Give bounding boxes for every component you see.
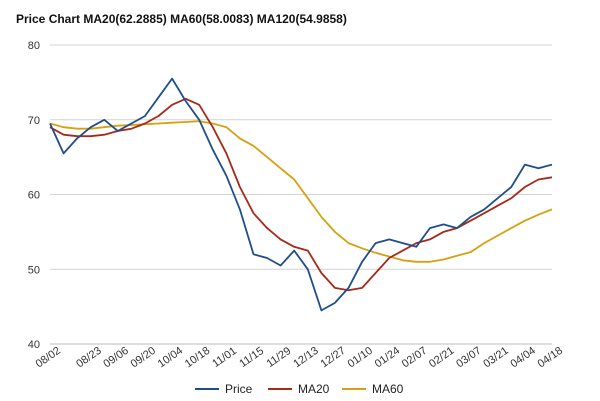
legend-item-ma20: MA20 — [268, 382, 330, 396]
series-lines — [49, 77, 553, 312]
x-tick-label: 11/01 — [210, 345, 239, 370]
x-tick-label: 03/07 — [454, 345, 483, 371]
x-tick-label: 11/29 — [265, 345, 294, 370]
x-tick-label: 03/21 — [481, 345, 510, 371]
x-tick-label: 10/04 — [156, 345, 185, 371]
x-tick-label: 12/13 — [291, 345, 320, 371]
x-tick-label: 11/15 — [237, 345, 266, 370]
x-tick-label: 08/23 — [74, 345, 103, 371]
series-line-ma20 — [49, 97, 553, 292]
chart-title: Price Chart MA20(62.2885) MA60(58.0083) … — [16, 12, 347, 26]
x-tick-label: 09/20 — [129, 345, 158, 371]
y-tick-label: 60 — [28, 190, 40, 202]
y-axis: 40 50 60 70 80 — [28, 40, 40, 351]
x-tick-label: 04/04 — [508, 345, 537, 371]
y-tick-label: 50 — [28, 264, 40, 276]
legend-item-ma60: MA60 — [342, 382, 404, 396]
x-tick-label: 02/21 — [427, 345, 456, 371]
y-tick-label: 40 — [28, 339, 40, 351]
x-axis: 08/02 08/2309/0609/2010/0410/1811/0111/15… — [34, 343, 565, 371]
legend-label: Price — [225, 382, 253, 396]
series-line-price — [49, 77, 553, 312]
gridlines — [50, 44, 552, 345]
legend-label: MA20 — [298, 382, 330, 396]
legend-label: MA60 — [372, 382, 404, 396]
legend: Price MA20 MA60 — [195, 382, 404, 396]
x-tick-label: 02/07 — [400, 345, 429, 371]
x-tick-label: 01/10 — [346, 345, 375, 371]
x-tick-label: 12/27 — [318, 345, 347, 371]
x-tick-label: 09/06 — [101, 345, 130, 371]
x-tick-label: 10/18 — [183, 345, 212, 371]
x-tick-label: 01/24 — [373, 345, 402, 371]
legend-item-price: Price — [195, 382, 253, 396]
y-tick-label: 80 — [28, 40, 40, 52]
x-tick-label: 04/18 — [536, 345, 565, 371]
y-tick-label: 70 — [28, 115, 40, 127]
series-line-ma60 — [49, 120, 553, 263]
